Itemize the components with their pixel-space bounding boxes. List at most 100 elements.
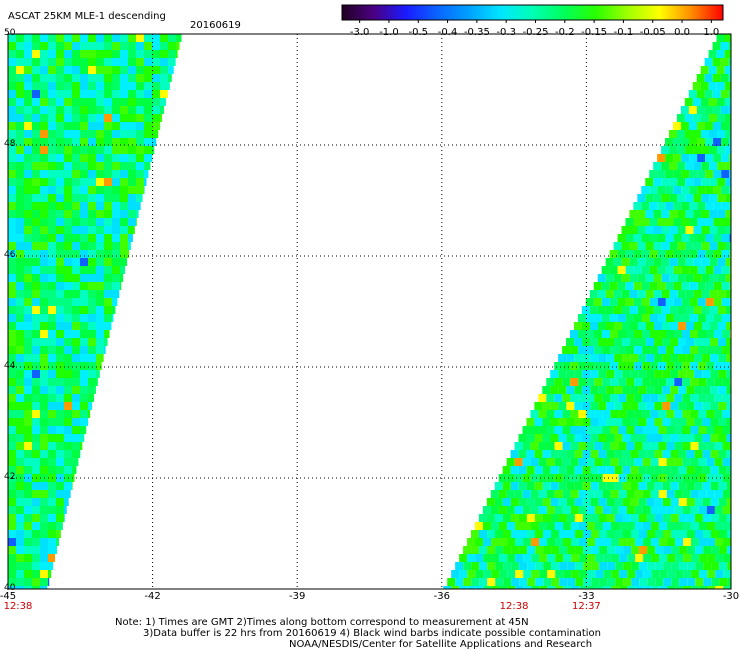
swath-cell <box>538 522 547 530</box>
swath-cell <box>8 266 16 274</box>
swath-cell <box>112 82 120 90</box>
swath-cell <box>8 410 16 418</box>
swath-cell <box>578 378 587 386</box>
swath-cell <box>32 66 40 74</box>
swath-cell <box>16 194 24 202</box>
swath-cell <box>104 306 112 314</box>
swath-cell <box>32 122 40 130</box>
swath-cell <box>88 330 96 338</box>
swath-cell <box>48 378 56 386</box>
swath-cell <box>641 234 650 242</box>
swath-cell <box>128 50 136 58</box>
swath-cell <box>562 362 571 370</box>
swath-cell <box>88 162 96 170</box>
swath-cell <box>595 538 604 546</box>
swath-cell <box>48 538 56 546</box>
swath-cell <box>120 138 128 146</box>
swath-cell <box>16 330 24 338</box>
swath-cell <box>618 394 627 402</box>
swath-cell <box>710 434 719 442</box>
swath-cell <box>72 482 73 490</box>
swath-cell <box>72 258 80 266</box>
swath-cell <box>689 266 698 274</box>
swath-cell <box>475 570 484 578</box>
swath-cell <box>598 466 607 474</box>
swath-cell <box>8 122 16 130</box>
swath-cell <box>104 98 112 106</box>
swath-cell <box>64 162 72 170</box>
swath-cell <box>709 162 718 170</box>
swath-cell <box>718 434 727 442</box>
swath-cell <box>554 442 563 450</box>
swath-cell <box>48 354 56 362</box>
swath-cell <box>112 290 120 298</box>
swath-cell <box>447 578 456 586</box>
swath-cell <box>40 258 48 266</box>
swath-cell <box>689 298 698 306</box>
swath-cell <box>682 378 691 386</box>
swath-cell <box>558 498 567 506</box>
swath-cell <box>56 266 64 274</box>
swath-cell <box>64 330 72 338</box>
swath-cell <box>594 378 603 386</box>
swath-cell <box>666 490 675 498</box>
swath-cell <box>16 154 24 162</box>
swath-cell <box>16 258 24 266</box>
swath-cell <box>574 450 583 458</box>
swath-cell <box>571 586 580 589</box>
swath-cell <box>720 42 729 50</box>
swath-cell <box>634 394 643 402</box>
swath-cell <box>716 50 725 58</box>
swath-cell <box>714 394 723 402</box>
swath-cell <box>176 42 180 50</box>
swath-cell <box>160 34 168 42</box>
swath-cell <box>96 74 104 82</box>
swath-cell <box>610 378 619 386</box>
swath-cell <box>526 418 535 426</box>
colorbar-label: -0.4 <box>437 27 458 38</box>
swath-cell <box>671 530 680 538</box>
swath-cell <box>692 98 701 106</box>
swath-cell <box>96 290 104 298</box>
swath-cell <box>104 114 112 122</box>
swath-cell <box>670 482 679 490</box>
swath-cell <box>24 482 32 490</box>
swath-cell <box>706 346 715 354</box>
swath-cell <box>112 194 120 202</box>
swath-cell <box>56 298 64 306</box>
swath-cell <box>638 466 647 474</box>
swath-cell <box>483 538 492 546</box>
swath-cell <box>706 378 715 386</box>
swath-cell <box>709 210 718 218</box>
swath-cell <box>726 338 731 346</box>
swath-cell <box>56 234 64 242</box>
swath-cell <box>531 586 540 589</box>
swath-cell <box>88 306 96 314</box>
swath-cell <box>16 170 24 178</box>
swath-cell <box>562 490 571 498</box>
swath-cell <box>40 266 48 274</box>
swath-cell <box>570 442 579 450</box>
swath-cell <box>607 578 616 586</box>
swath-cell <box>717 162 726 170</box>
swath-cell <box>630 498 639 506</box>
swath-cell <box>538 458 547 466</box>
swath-cell <box>669 194 678 202</box>
swath-cell <box>614 418 623 426</box>
swath-cell <box>694 482 703 490</box>
swath-cell <box>527 562 536 570</box>
swath-cell <box>503 562 512 570</box>
swath-cell <box>587 554 596 562</box>
swath-cell <box>24 250 32 258</box>
swath-cell <box>16 482 24 490</box>
swath-cell <box>56 82 64 90</box>
swath-cell <box>530 442 539 450</box>
swath-cell <box>598 338 607 346</box>
swath-cell <box>491 554 500 562</box>
swath-cell <box>713 154 722 162</box>
swath-cell <box>701 226 710 234</box>
swath-cell <box>694 498 703 506</box>
swath-cell <box>678 418 687 426</box>
swath-cell <box>606 466 615 474</box>
swath-cell <box>136 146 144 154</box>
